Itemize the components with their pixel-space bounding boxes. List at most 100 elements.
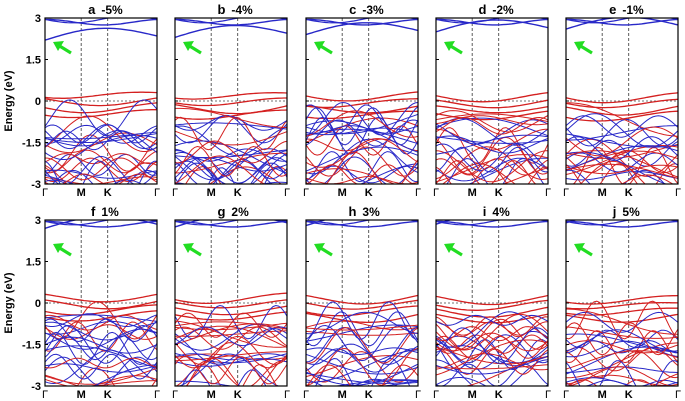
valence-band (175, 122, 287, 130)
valence-band (175, 299, 287, 309)
valence-band (306, 320, 418, 331)
valence-band (306, 355, 418, 378)
valence-band (306, 364, 418, 386)
panel-strain: -3% (362, 3, 384, 17)
x-tick-label: M (338, 187, 347, 199)
conduction-band (436, 18, 548, 26)
valence-band (464, 355, 548, 386)
valence-band (306, 168, 396, 184)
valence-band (566, 105, 678, 116)
x-tick-label: Γ (303, 187, 309, 199)
panel-strain: 4% (492, 205, 510, 219)
y-tick-label: 3 (35, 13, 41, 25)
x-tick-label: K (365, 389, 373, 401)
x-tick-label: K (495, 187, 503, 199)
valence-band (436, 136, 548, 144)
conduction-band (566, 18, 678, 26)
valence-band (306, 98, 418, 109)
conduction-band (175, 220, 287, 226)
panel-strain: -2% (492, 3, 514, 17)
arrow-head-icon (444, 41, 455, 51)
valence-band (306, 299, 418, 310)
x-tick-label: Γ (415, 187, 421, 199)
x-tick-label: Γ (154, 187, 160, 199)
valence-band (566, 98, 678, 109)
x-tick-label: Γ (303, 389, 309, 401)
valence-band (566, 308, 678, 335)
valence-band (175, 140, 287, 164)
valence-band (45, 115, 157, 152)
valence-band (175, 181, 287, 184)
x-tick-label: M (468, 389, 477, 401)
valence-band (436, 348, 548, 375)
valence-band (306, 110, 418, 138)
conduction-band (566, 220, 678, 226)
valence-band (175, 149, 287, 159)
arrow-head-icon (574, 41, 585, 51)
valence-band (436, 134, 548, 155)
arrow-head-icon (53, 41, 64, 51)
arrow-head-icon (314, 243, 325, 253)
bands-group (436, 220, 548, 386)
valence-band (436, 117, 548, 137)
valence-band (175, 97, 287, 107)
valence-band (436, 146, 548, 181)
valence-band (436, 92, 548, 103)
x-tick-label: M (207, 389, 216, 401)
valence-band (175, 327, 287, 365)
y-tick-label: -3 (31, 381, 41, 393)
valence-band (651, 373, 678, 386)
valence-band (566, 115, 678, 138)
panel-i: i 4% Γ M K Γ (433, 204, 551, 401)
valence-band (566, 126, 678, 157)
valence-band (175, 130, 287, 146)
valence-band (45, 357, 157, 369)
valence-band (306, 125, 418, 156)
valence-band (436, 105, 548, 114)
valence-band (45, 363, 157, 373)
valence-band (566, 102, 678, 137)
valence-band (45, 99, 157, 137)
valence-band (566, 92, 678, 104)
y-tick-label: 1.5 (26, 55, 41, 67)
valence-band (436, 313, 548, 351)
conduction-band (175, 18, 287, 26)
bands-group (45, 18, 157, 184)
panel-letter: f (91, 204, 96, 219)
conduction-band (175, 220, 287, 228)
conduction-band (306, 220, 418, 226)
panel-letter: b (217, 2, 225, 17)
valence-band (175, 158, 287, 184)
valence-band (45, 321, 157, 341)
valence-band (566, 164, 678, 175)
valence-band (306, 324, 418, 342)
x-tick-label: Γ (545, 389, 551, 401)
valence-band (566, 136, 678, 162)
valence-band (45, 304, 157, 316)
x-tick-label: Γ (675, 187, 681, 199)
valence-band (45, 174, 76, 184)
valence-band (175, 353, 287, 361)
valence-band (175, 155, 287, 184)
valence-band (175, 92, 287, 100)
y-tick-label: 0 (35, 298, 41, 310)
panel-c: c -3% Γ M K Γ (303, 2, 421, 199)
valence-band (45, 102, 157, 114)
valence-band (566, 377, 678, 386)
y-axis-label: Energy (eV) (3, 70, 15, 131)
conduction-band (45, 220, 157, 226)
valence-band (306, 372, 418, 384)
valence-band (175, 320, 287, 348)
valence-band (175, 360, 287, 386)
bands-group (306, 220, 418, 386)
valence-band (436, 327, 548, 364)
valence-band (436, 335, 548, 359)
valence-band (186, 364, 278, 386)
valence-band (45, 157, 157, 181)
panel-d: d -2% Γ M K Γ (433, 2, 551, 199)
valence-band (436, 166, 548, 184)
panel-strain: -1% (622, 3, 644, 17)
panel-strain: 3% (362, 205, 380, 219)
x-tick-label: K (495, 389, 503, 401)
valence-band (45, 331, 157, 366)
